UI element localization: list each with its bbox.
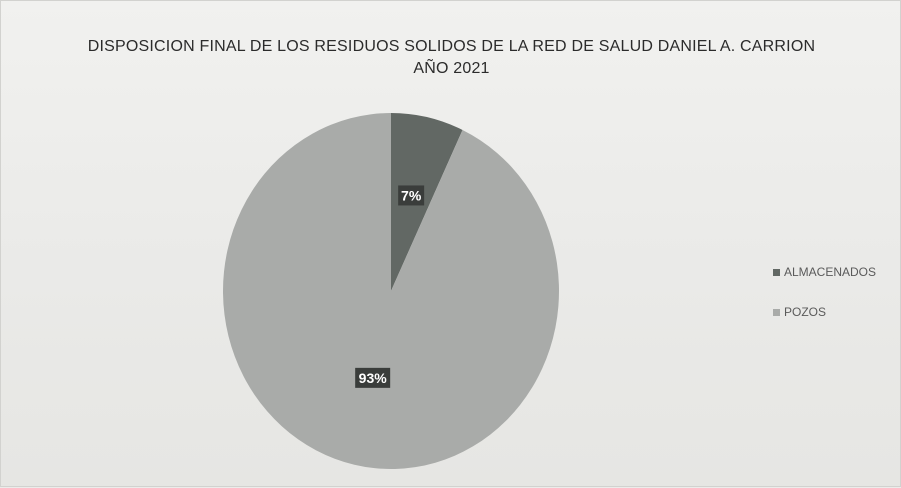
data-label-box-pozos	[355, 367, 391, 388]
legend-label-pozos: POZOS	[784, 305, 827, 319]
data-label-almacenados: 7%	[401, 187, 422, 203]
legend-item-pozos: POZOS	[773, 304, 876, 320]
data-label-pozos: 93%	[359, 370, 388, 386]
legend: ALMACENADOS POZOS	[773, 264, 876, 344]
legend-swatch-almacenados	[773, 268, 780, 276]
legend-item-almacenados: ALMACENADOS	[773, 264, 876, 280]
chart-subtitle: AÑO 2021	[413, 60, 490, 77]
pie-slice-pozos	[223, 113, 560, 469]
pie-slice-almacenados	[391, 113, 463, 291]
data-label-box-almacenados	[398, 185, 425, 206]
legend-label-almacenados: ALMACENADOS	[784, 265, 877, 279]
legend-swatch-pozos	[773, 308, 780, 316]
chart-title: DISPOSICION FINAL DE LOS RESIDUOS SOLIDO…	[87, 38, 816, 55]
